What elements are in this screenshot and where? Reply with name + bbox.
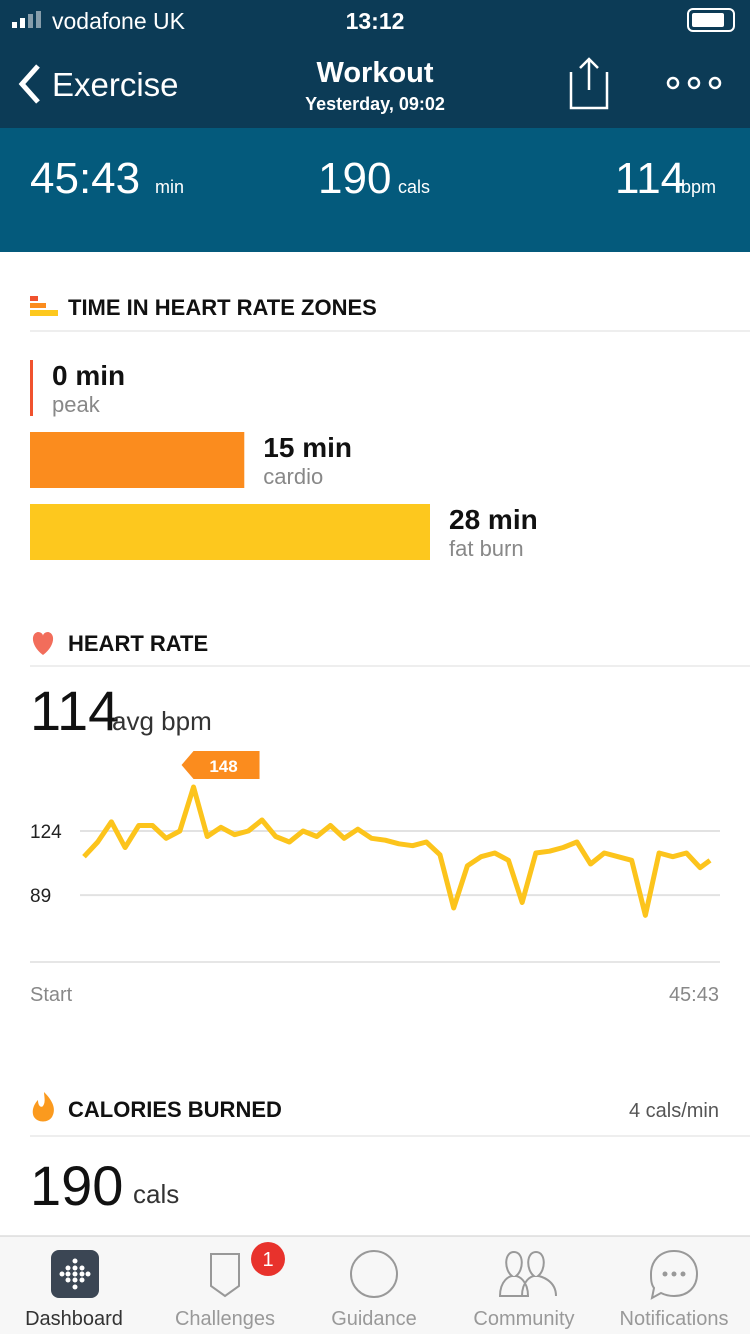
dashboard-dot (65, 1265, 71, 1271)
back-icon[interactable] (18, 64, 40, 104)
zones-icon (30, 296, 58, 316)
x-end-label: 45:43 (669, 984, 719, 1006)
calories-unit: cals (398, 177, 430, 197)
dashboard-dot (65, 1271, 71, 1277)
peak-callout (181, 751, 260, 779)
dashboard-dot (72, 1258, 78, 1264)
peak-label: 148 (209, 757, 237, 776)
zone-bar (30, 504, 430, 560)
share-icon[interactable] (569, 57, 609, 110)
bpm-value: 114 (615, 154, 685, 203)
duration-value: 45:43 (30, 154, 140, 203)
notifications-icon[interactable] (649, 1249, 699, 1300)
nav-subtitle: Yesterday, 09:02 (305, 94, 445, 114)
challenges-badge (251, 1242, 285, 1276)
header-bg (0, 0, 750, 128)
zone-name: cardio (263, 464, 323, 489)
duration-unit: min (155, 177, 184, 197)
x-start-label: Start (30, 984, 73, 1006)
dashboard-dot (79, 1271, 85, 1277)
badge-count: 1 (262, 1249, 273, 1271)
dashboard-dot (72, 1277, 78, 1283)
battery (687, 8, 735, 32)
carrier: vodafone UK (52, 8, 186, 34)
calories-total-unit: cals (133, 1179, 179, 1209)
zones-title: TIME IN HEART RATE ZONES (68, 295, 377, 320)
bpm-unit: bpm (681, 177, 716, 197)
calories-total: 190 (30, 1154, 123, 1217)
dashboard-dot (79, 1277, 85, 1283)
avg-bpm-value: 114 (30, 679, 119, 742)
dashboard-dot (65, 1277, 71, 1283)
dashboard-dot (79, 1265, 85, 1271)
tab-label[interactable]: Guidance (331, 1308, 417, 1330)
dashboard-dot (72, 1271, 78, 1277)
avg-bpm-unit: avg bpm (112, 706, 212, 736)
tab-label[interactable]: Challenges (175, 1308, 275, 1330)
calories-value: 190 (318, 154, 391, 203)
community-icon[interactable] (498, 1250, 557, 1297)
clock: 13:12 (346, 8, 405, 34)
zone-marker (30, 360, 33, 416)
notifications-dots (662, 1271, 686, 1277)
more-icon[interactable] (666, 76, 722, 90)
y-tick-label: 89 (30, 886, 51, 907)
dashboard-dot (85, 1271, 91, 1277)
heart-icon (32, 632, 54, 655)
zone-minutes: 0 min (52, 360, 125, 391)
tab-label[interactable]: Notifications (620, 1308, 729, 1330)
y-tick-label: 124 (30, 822, 62, 843)
zone-name: fat burn (449, 536, 524, 561)
dashboard-dot (72, 1265, 78, 1271)
challenges-icon[interactable] (210, 1253, 240, 1298)
dashboard-dot (59, 1271, 65, 1277)
back-button[interactable]: Exercise (52, 66, 179, 103)
flame-icon (32, 1092, 54, 1122)
zone-name: peak (52, 392, 101, 417)
summary-bg (0, 128, 750, 252)
battery-level (692, 13, 724, 27)
signal (12, 11, 41, 28)
heart-rate-title: HEART RATE (68, 631, 208, 656)
tab-bar (0, 1236, 750, 1334)
dashboard-dot (72, 1284, 78, 1290)
guidance-icon[interactable] (350, 1250, 398, 1298)
zone-bar (30, 432, 245, 488)
calories-title: CALORIES BURNED (68, 1097, 282, 1122)
calories-rate: 4 cals/min (629, 1100, 719, 1122)
tab-label[interactable]: Dashboard (25, 1308, 123, 1330)
zone-minutes: 15 min (263, 432, 352, 463)
nav-title: Workout (316, 57, 433, 89)
zone-minutes: 28 min (449, 504, 538, 535)
tab-label[interactable]: Community (473, 1308, 574, 1330)
heart-rate-line (82, 784, 712, 918)
